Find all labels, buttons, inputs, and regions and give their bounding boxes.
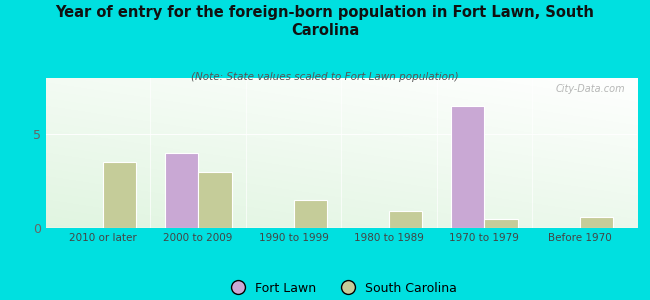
Text: Year of entry for the foreign-born population in Fort Lawn, South
Carolina: Year of entry for the foreign-born popul…	[55, 4, 595, 38]
Legend: Fort Lawn, South Carolina: Fort Lawn, South Carolina	[220, 277, 462, 300]
Text: (Note: State values scaled to Fort Lawn population): (Note: State values scaled to Fort Lawn …	[191, 72, 459, 82]
Bar	[294, 200, 327, 228]
Bar	[164, 153, 198, 228]
Bar	[198, 172, 231, 228]
Bar	[103, 162, 136, 228]
Text: City-Data.com: City-Data.com	[556, 84, 625, 94]
Bar	[389, 211, 422, 228]
Bar	[484, 219, 518, 228]
Bar	[580, 217, 613, 228]
Bar	[451, 106, 484, 228]
